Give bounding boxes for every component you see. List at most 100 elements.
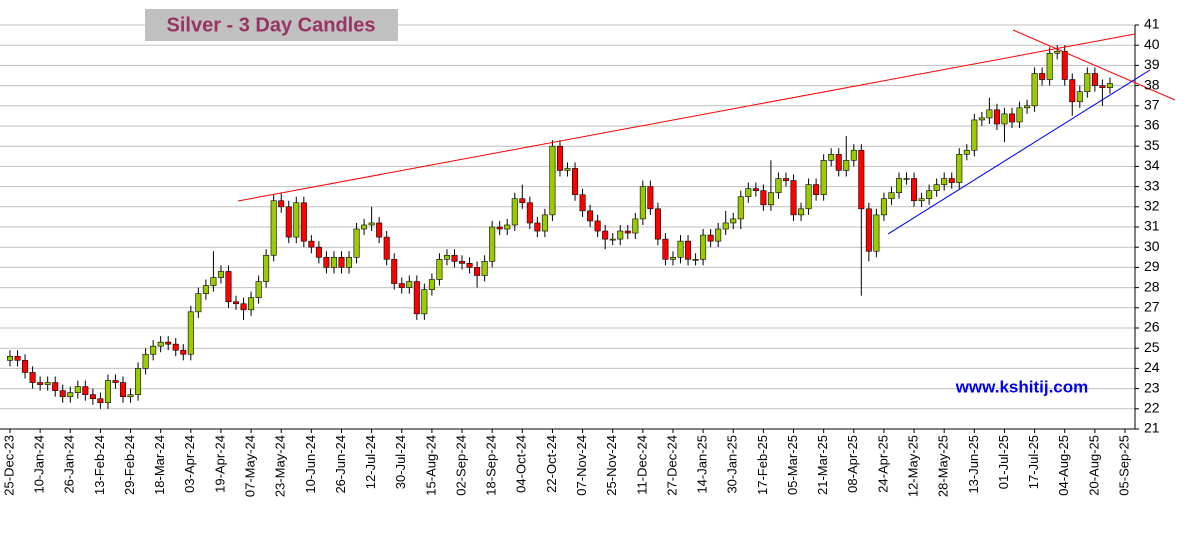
x-tick-label: 26-Jun-24 [333,435,348,494]
candle-body [104,380,111,404]
candle-body [443,254,450,260]
y-tick-label: 30 [1144,238,1160,254]
candle-body [210,277,217,286]
candle-body [436,259,443,280]
candle-body [1084,73,1091,92]
candle-body [474,267,481,276]
y-tick-label: 39 [1144,56,1160,72]
y-tick-label: 31 [1144,218,1160,234]
y-tick-label: 41 [1144,16,1160,32]
candle-body [255,281,262,299]
candle-body [346,256,353,268]
x-tick-label: 27-Dec-24 [664,435,679,496]
y-tick-label: 38 [1144,76,1160,92]
x-tick-label: 28-May-25 [936,435,951,497]
x-tick-label: 12-Jul-24 [363,435,378,489]
candle-body [1039,73,1046,80]
x-tick-label: 26-Jan-24 [62,435,77,494]
candle-body [172,343,179,351]
candle-body [602,230,609,240]
candle-body [587,210,594,222]
candle-body [782,178,789,181]
candle-body [300,202,307,242]
candle-body [1099,85,1106,88]
candle-body [654,208,661,240]
candle-body [466,263,473,268]
title-box [145,9,398,41]
candle-body [1031,73,1038,107]
candle-body [67,392,74,397]
candle-body [617,230,624,240]
candle-body [707,234,714,242]
candle-body [888,192,895,200]
x-tick-label: 17-Jul-25 [1026,435,1041,489]
candle-body [692,259,699,261]
candle-body [489,226,496,262]
candle-body [361,224,368,230]
candle-body [1008,113,1015,123]
candle-body [918,198,925,202]
candle-body [97,398,104,404]
candle-body [526,202,533,224]
candle-body [986,109,993,119]
candle-body [1054,50,1061,54]
candle-body [828,153,835,161]
candle-body [745,188,752,197]
x-tick-label: 14-Jan-25 [695,435,710,494]
candle-body [421,289,428,315]
candle-body [730,218,737,224]
candle-body [775,178,782,193]
y-tick-label: 34 [1144,157,1160,173]
y-tick-label: 40 [1144,36,1160,52]
candle-body [22,360,29,373]
y-tick-label: 32 [1144,198,1160,214]
candle-body [752,188,759,191]
candle-body [1069,79,1076,103]
x-tick-label: 18-Mar-24 [152,435,167,495]
candle-body [135,368,142,395]
candle-body [165,341,172,345]
candle-body [150,345,157,355]
x-tick-label: 08-Apr-25 [845,435,860,493]
candle-body [1076,91,1083,103]
candle-body [451,254,458,262]
candle-body [609,238,616,241]
candle-body [383,236,390,260]
candle-body [556,145,563,171]
x-tick-label: 25-Nov-24 [604,435,619,496]
down-trendline [1012,29,1176,101]
candle-body [187,311,194,355]
candle-body [677,240,684,258]
candle-body [511,198,518,226]
resistance-trendline [237,33,1136,202]
y-tick-label: 24 [1144,359,1160,375]
y-tick-label: 25 [1144,339,1160,355]
y-tick-label: 33 [1144,177,1160,193]
candle-body [579,194,586,212]
x-tick-label: 05-Mar-25 [785,435,800,495]
x-tick-label: 24-Apr-25 [875,435,890,493]
candle-body [338,256,345,268]
candle-body [534,222,541,232]
candle-body [850,149,857,161]
x-tick-label: 05-Sep-25 [1116,435,1131,496]
x-tick-label: 04-Oct-24 [514,435,529,493]
candle-body [240,303,247,311]
candle-body [1061,50,1068,80]
candle-body [865,208,872,252]
x-tick-label: 21-Mar-25 [815,435,830,495]
y-tick-label: 26 [1144,319,1160,335]
candle-body [195,293,202,313]
y-tick-label: 22 [1144,400,1160,416]
candle-body [639,186,646,220]
x-tick-label: 13-Feb-24 [92,435,107,495]
candle-body [504,224,511,230]
x-tick-label: 03-Apr-24 [182,435,197,493]
candle-body [737,196,744,220]
support-trendline [887,69,1151,235]
candle-body [406,281,413,288]
candle-body [59,390,66,397]
candle-body [685,240,692,260]
candle-body [157,341,164,347]
candle-body [948,178,955,183]
